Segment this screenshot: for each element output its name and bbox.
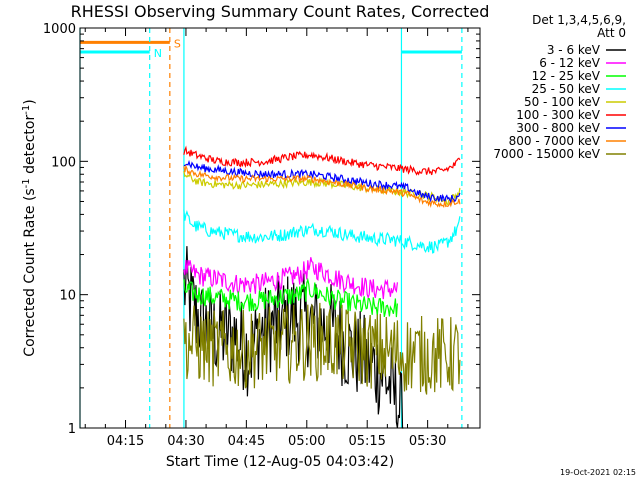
legend-label: 12 - 25 keV	[532, 69, 601, 83]
chart-title: RHESSI Observing Summary Count Rates, Co…	[71, 2, 490, 21]
flag-code-label: N	[154, 47, 162, 60]
x-tick-label: 05:15	[348, 434, 385, 449]
series-group	[183, 145, 461, 429]
legend-label: 6 - 12 keV	[539, 56, 601, 70]
legend-label: 800 - 7000 keV	[509, 134, 601, 148]
x-tick-label: 05:00	[288, 434, 325, 449]
y-axis-label-superscript: -1	[21, 105, 32, 115]
y-tick-label: 100	[51, 155, 76, 170]
y-axis-label-part: detector	[22, 115, 38, 179]
series-line	[183, 145, 461, 176]
legend-label: 300 - 800 keV	[516, 121, 600, 135]
legend-header-line: Det 1,3,4,5,6,9,	[532, 13, 626, 27]
series-line	[183, 209, 461, 254]
y-tick-label: 1000	[43, 22, 76, 37]
plot-frame	[79, 27, 481, 429]
series-line	[183, 277, 398, 318]
series-line	[183, 170, 461, 205]
legend-header-line: Att 0	[597, 26, 626, 40]
y-axis-label-part: )	[22, 99, 38, 104]
y-axis-label-superscript: -1	[21, 178, 32, 188]
x-axis-label: Start Time (12-Aug-05 04:03:42)	[166, 454, 394, 470]
x-tick-label: 04:15	[107, 434, 144, 449]
series-line	[183, 257, 398, 300]
y-tick-label: 10	[59, 289, 76, 304]
series-line	[183, 164, 461, 209]
y-axis-label-part: Corrected Count Rate (s	[22, 188, 38, 356]
footer-timestamp: 19-Oct-2021 02:15	[560, 468, 636, 477]
legend-label: 3 - 6 keV	[547, 43, 601, 57]
y-axis-label: Corrected Count Rate (s-1 detector-1)	[21, 99, 38, 356]
series-line	[183, 246, 404, 429]
series-line	[183, 159, 461, 205]
series-line	[183, 302, 461, 395]
x-tick-label: 04:30	[167, 434, 204, 449]
x-tick-label: 04:45	[228, 434, 265, 449]
flag-bars: SN	[80, 28, 463, 428]
x-tick-label: 05:30	[409, 434, 446, 449]
legend-label: 100 - 300 keV	[516, 108, 600, 122]
y-axis: 1 10 100 1000	[43, 22, 480, 437]
y-tick-label: 1	[68, 422, 76, 437]
legend-label: 7000 - 15000 keV	[493, 147, 600, 161]
flag-code-label: S	[174, 37, 181, 50]
x-axis: 04:15 04:30 04:45 05:00 05:15 05:30	[84, 28, 469, 449]
legend-label: 50 - 100 keV	[524, 95, 601, 109]
legend-label: 25 - 50 keV	[532, 82, 601, 96]
